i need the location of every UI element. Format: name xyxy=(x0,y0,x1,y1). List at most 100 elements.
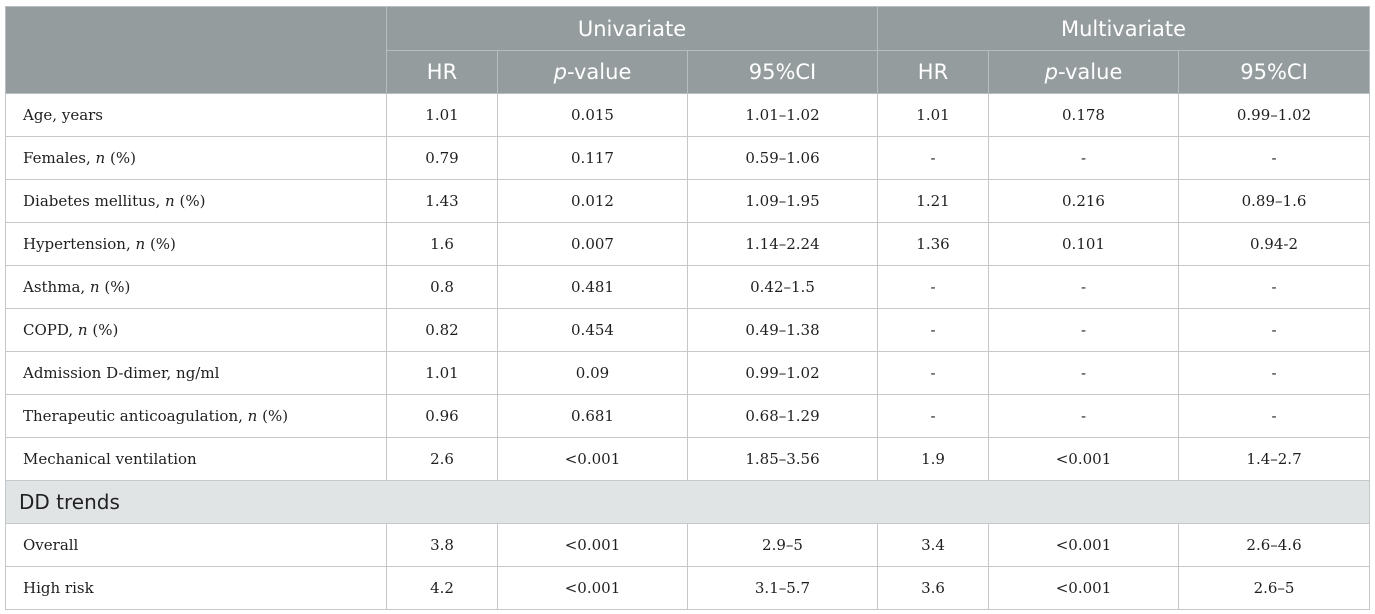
table-cell: 2.6 xyxy=(386,437,498,481)
row-label: Admission D-dimer, ng/ml xyxy=(5,351,387,395)
row-label-italic: n xyxy=(165,192,175,210)
row-label-text: Females, xyxy=(23,149,96,167)
table-cell: 0.454 xyxy=(497,308,688,352)
header-group-multivariate: Multivariate xyxy=(876,6,1371,51)
table-cell: 1.21 xyxy=(877,179,989,223)
table-cell: 0.216 xyxy=(988,179,1179,223)
table-cell: 0.42–1.5 xyxy=(687,265,878,309)
row-label-suffix: (%) xyxy=(105,149,136,167)
table-cell: - xyxy=(877,351,989,395)
row-label-suffix: (%) xyxy=(87,321,119,339)
table-body: Age, years 1.01 0.015 1.01–1.02 1.01 0.178 0.9… xyxy=(4,93,1371,610)
table-cell: - xyxy=(988,308,1179,352)
table-cell: 1.6 xyxy=(386,222,498,266)
table-cell: 0.96 xyxy=(386,394,498,438)
row-label-text: Diabetes mellitus, xyxy=(23,192,166,210)
row-label-suffix: (%) xyxy=(174,192,206,210)
table-row: COPD, n (%) 0.82 0.454 0.49–1.38- - - xyxy=(5,308,1371,352)
table-cell: <0.001 xyxy=(988,437,1179,481)
table-row: Age, years 1.01 0.015 1.01–1.02 1.01 0.178 0.9… xyxy=(5,93,1371,137)
table-cell: 1.01 xyxy=(877,93,989,137)
table-row: High risk 4.2 <0.001 3.1–5.7 3.6 <0.001 2.6–5 xyxy=(5,566,1371,610)
table-cell: 3.6 xyxy=(877,566,989,610)
header-group-univariate: Univariate xyxy=(386,6,878,51)
table-row: Overall 3.8 <0.001 2.9–5 3.4 <0.001 2.6–4.6 xyxy=(5,523,1371,567)
row-label: COPD, n (%) xyxy=(5,308,387,352)
table-cell: 0.8 xyxy=(386,265,498,309)
table-cell: 1.9 xyxy=(877,437,989,481)
table-cell: 0.94-2 xyxy=(1177,222,1371,266)
column-header: p-value xyxy=(497,50,688,94)
table-row: Asthma, n (%) 0.8 0.481 0.42–1.5- - - xyxy=(5,265,1371,309)
table-cell: - xyxy=(988,265,1179,309)
table-row: Mechanical ventilation 2.6 <0.001 1.85–3.56… xyxy=(5,437,1371,481)
table-cell: 1.85–3.56 xyxy=(687,437,878,481)
regression-table: Univariate Multivariate HR p-value 95%CI… xyxy=(4,6,1371,610)
row-label-suffix: (%) xyxy=(99,278,131,296)
header-group-row: Univariate Multivariate xyxy=(5,6,1371,94)
table-cell: 1.43 xyxy=(386,179,498,223)
table-cell: 1.36 xyxy=(877,222,989,266)
table-cell: 1.01–1.02 xyxy=(687,93,878,137)
column-header: 95%CI xyxy=(1177,50,1371,94)
row-label: Hypertension, n (%) xyxy=(5,222,387,266)
column-header-text: -value xyxy=(1057,60,1123,84)
table-cell: - xyxy=(1177,308,1371,352)
table-cell: <0.001 xyxy=(497,523,688,567)
table-cell: 1.01 xyxy=(386,351,498,395)
table-cell: 4.2 xyxy=(386,566,498,610)
table-cell: - xyxy=(877,394,989,438)
column-header-italic: p xyxy=(553,60,567,84)
table-cell: - xyxy=(1177,394,1371,438)
table-cell: 3.4 xyxy=(877,523,989,567)
column-header: HR xyxy=(877,50,989,94)
table-cell: 0.59–1.06 xyxy=(687,136,878,180)
table-row: Hypertension, n (%) 1.6 0.007 1.14–2.24 1.36… xyxy=(5,222,1371,266)
table-cell: 2.9–5 xyxy=(687,523,878,567)
table-cell: 0.015 xyxy=(497,93,688,137)
row-label-text: Therapeutic anticoagulation, xyxy=(23,407,248,425)
table-row: Admission D-dimer, ng/ml 1.01 0.09 0.99–1.0… xyxy=(5,351,1371,395)
table-row: Females, n (%) 0.79 0.117 0.59–1.06- - - xyxy=(5,136,1371,180)
row-label-text: Hypertension, xyxy=(23,235,136,253)
table-cell: 0.68–1.29 xyxy=(687,394,878,438)
table-cell: 0.101 xyxy=(988,222,1179,266)
row-label-text: Mechanical ventilation xyxy=(23,450,197,468)
table-cell: 0.007 xyxy=(497,222,688,266)
table-cell: 0.117 xyxy=(497,136,688,180)
column-header-text: -value xyxy=(566,60,632,84)
table-cell: 0.49–1.38 xyxy=(687,308,878,352)
table-cell: 1.4–2.7 xyxy=(1177,437,1371,481)
row-label: Asthma, n (%) xyxy=(5,265,387,309)
table-cell: 0.09 xyxy=(497,351,688,395)
table-cell: 0.481 xyxy=(497,265,688,309)
table-cell: - xyxy=(877,136,989,180)
section-title: DD trends xyxy=(4,480,1371,524)
table-cell: - xyxy=(988,394,1179,438)
table-cell: <0.001 xyxy=(497,566,688,610)
row-label: High risk xyxy=(5,566,387,610)
table-cell: 0.178 xyxy=(988,93,1179,137)
row-label-text: Age, years xyxy=(23,106,104,124)
table-cell: - xyxy=(1177,136,1371,180)
row-label: Age, years xyxy=(5,93,387,137)
row-label-suffix: (%) xyxy=(257,407,289,425)
table-cell: <0.001 xyxy=(988,566,1179,610)
row-label-italic: n xyxy=(77,321,88,339)
header-column-row: HR p-value 95%CI HR p-value 95%CI xyxy=(6,50,1371,94)
column-header: HR xyxy=(386,50,498,94)
table-cell: 1.14–2.24 xyxy=(687,222,878,266)
table-cell: <0.001 xyxy=(497,437,688,481)
table-cell: 0.89–1.6 xyxy=(1177,179,1371,223)
table-cell: 0.79 xyxy=(386,136,498,180)
row-label-italic: n xyxy=(95,149,106,167)
table-cell: 0.99–1.02 xyxy=(687,351,878,395)
row-label: Therapeutic anticoagulation, n (%) xyxy=(5,394,387,438)
table-header: Univariate Multivariate HR p-value 95%CI… xyxy=(5,6,1371,94)
table-cell: 0.82 xyxy=(386,308,498,352)
table-row: Therapeutic anticoagulation, n (%) 0.96 0.… xyxy=(5,394,1371,438)
row-label-text: High risk xyxy=(23,579,94,597)
column-header: 95%CI xyxy=(687,50,878,94)
table-row: Diabetes mellitus, n (%) 1.43 0.012 1.09–1.… xyxy=(5,179,1371,223)
row-label-italic: n xyxy=(89,278,100,296)
